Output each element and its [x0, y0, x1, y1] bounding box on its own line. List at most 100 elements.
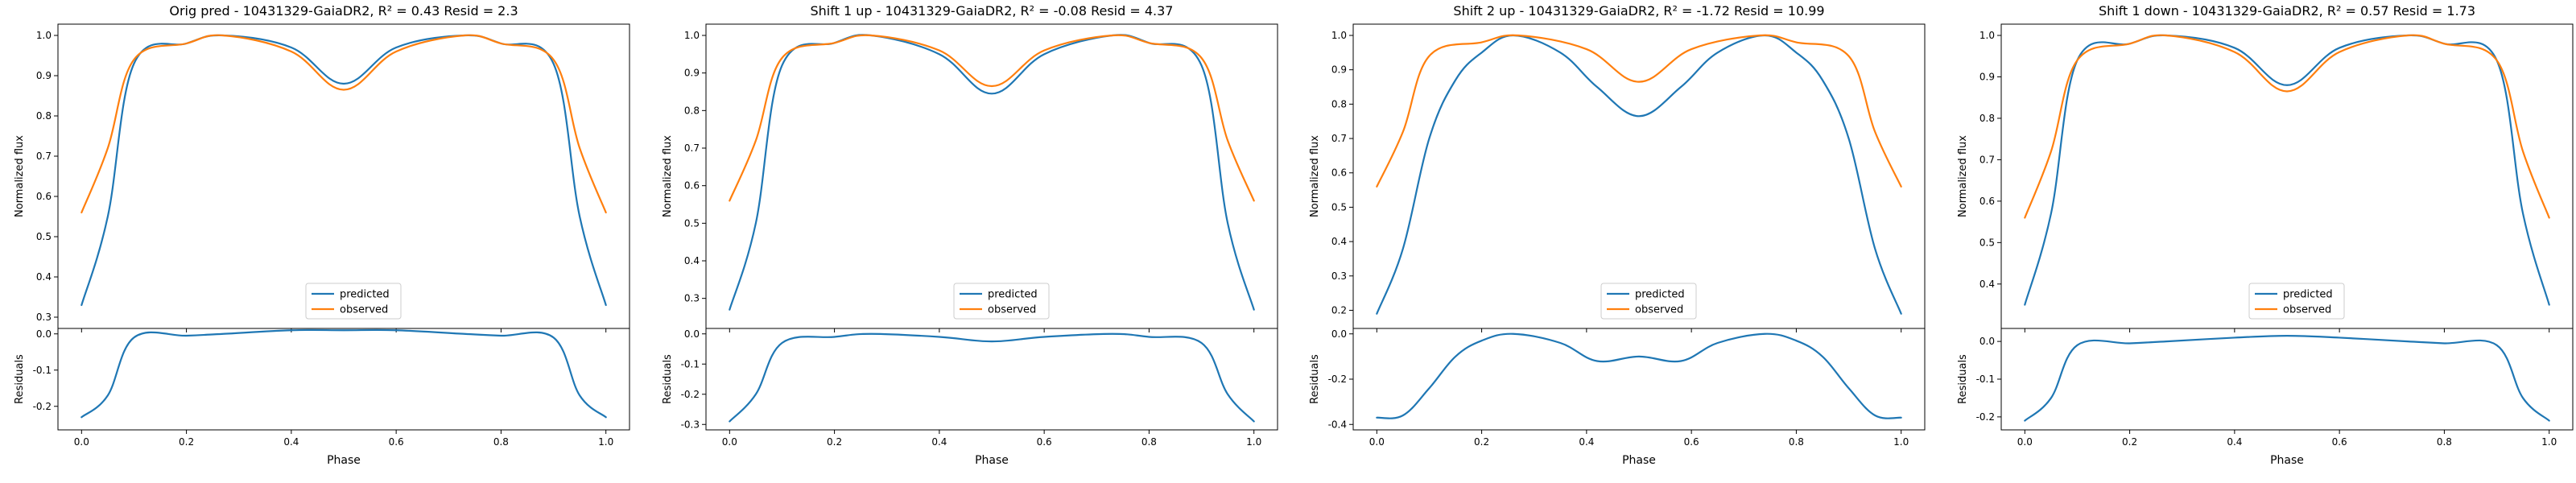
x-tick-label: 0.4 — [2227, 436, 2242, 448]
series-line-observed — [1376, 34, 1902, 188]
residual-y-tick-label: 0.0 — [1979, 336, 1995, 347]
y-tick-label: 1.0 — [36, 30, 52, 41]
chart-panel-3: Shift 2 up - 10431329-GaiaDR2, R² = -1.7… — [1309, 3, 1926, 467]
residuals-axis-label: Residuals — [662, 354, 674, 404]
y-tick-label: 1.0 — [1979, 30, 1995, 41]
x-tick-label: 1.0 — [1246, 436, 1261, 448]
chart-panel-1: Orig pred - 10431329-GaiaDR2, R² = 0.43 … — [14, 3, 630, 467]
y-tick-label: 0.7 — [1331, 133, 1347, 144]
y-tick-label: 0.8 — [36, 110, 52, 122]
y-tick-label: 0.4 — [1331, 236, 1347, 247]
y-axis-label: Normalized flux — [14, 135, 26, 217]
residual-y-tick-label: 0.0 — [36, 328, 52, 340]
x-tick-label: 0.8 — [1789, 436, 1804, 448]
y-axis-label: Normalized flux — [662, 135, 674, 217]
x-tick-label: 0.4 — [931, 436, 947, 448]
chart-title: Orig pred - 10431329-GaiaDR2, R² = 0.43 … — [169, 3, 518, 19]
y-tick-label: 0.8 — [1979, 113, 1995, 124]
y-axis-label: Normalized flux — [1309, 135, 1321, 217]
y-tick-label: 0.3 — [1331, 270, 1347, 282]
legend: predicted observed — [1600, 283, 1697, 320]
x-tick-label: 0.8 — [1141, 436, 1157, 448]
legend-label-predicted: predicted — [1635, 289, 1685, 301]
y-tick-label: 0.5 — [1331, 201, 1347, 213]
y-tick-label: 0.7 — [36, 151, 52, 162]
y-tick-label: 0.9 — [36, 70, 52, 81]
legend-label-observed: observed — [340, 304, 388, 316]
x-axis-label: Phase — [1622, 454, 1656, 467]
series-line-observed — [729, 34, 1255, 202]
series-line-predicted — [80, 34, 607, 307]
x-tick-label: 0.0 — [1369, 436, 1385, 448]
x-tick-label: 0.4 — [283, 436, 299, 448]
residual-line — [1376, 332, 1902, 419]
flux-axes-frame — [57, 23, 630, 329]
x-tick-label: 1.0 — [1893, 436, 1909, 448]
residual-y-tick-label: 0.0 — [684, 328, 700, 340]
residual-y-tick-label: -0.2 — [1328, 374, 1347, 385]
y-tick-label: 0.8 — [684, 105, 700, 116]
residual-line — [2024, 334, 2550, 422]
series-line-observed — [80, 34, 607, 214]
residual-axes-frame — [705, 328, 1278, 431]
x-tick-label: 0.0 — [2017, 436, 2033, 448]
x-tick-label: 0.0 — [722, 436, 737, 448]
x-tick-label: 0.6 — [2332, 436, 2347, 448]
y-tick-label: 0.6 — [1979, 196, 1995, 207]
chart-panel-2: Shift 1 up - 10431329-GaiaDR2, R² = -0.0… — [662, 3, 1278, 467]
residual-y-tick-label: -0.2 — [33, 401, 52, 412]
legend-label-predicted: predicted — [2283, 289, 2333, 301]
y-axis-label: Normalized flux — [1957, 135, 1969, 217]
x-tick-label: 0.6 — [1684, 436, 1699, 448]
flux-axes-frame — [1352, 23, 1926, 329]
y-tick-label: 0.2 — [1331, 304, 1347, 316]
y-tick-label: 0.5 — [1979, 237, 1995, 248]
legend: predicted observed — [2248, 283, 2345, 320]
x-tick-label: 1.0 — [598, 436, 613, 448]
chart-title: Shift 1 up - 10431329-GaiaDR2, R² = -0.0… — [811, 3, 1174, 19]
x-axis-label: Phase — [327, 454, 361, 467]
chart-panel-4: Shift 1 down - 10431329-GaiaDR2, R² = 0.… — [1957, 3, 2574, 467]
y-tick-label: 0.8 — [1331, 98, 1347, 109]
residual-line — [729, 332, 1255, 423]
residual-y-tick-label: 0.0 — [1331, 328, 1347, 340]
y-tick-label: 0.3 — [684, 293, 700, 304]
y-tick-label: 0.4 — [1979, 279, 1995, 290]
residual-y-tick-label: -0.2 — [681, 389, 700, 400]
y-tick-label: 0.6 — [684, 180, 700, 192]
chart-title: Shift 1 down - 10431329-GaiaDR2, R² = 0.… — [2099, 3, 2475, 19]
y-tick-label: 0.9 — [684, 68, 700, 79]
residual-y-tick-label: -0.3 — [681, 419, 700, 430]
residual-axes-frame — [57, 328, 630, 431]
residuals-axis-label: Residuals — [1309, 354, 1321, 404]
y-tick-label: 0.5 — [684, 217, 700, 229]
y-tick-label: 0.9 — [1331, 64, 1347, 76]
y-tick-label: 0.3 — [36, 312, 52, 323]
y-tick-label: 0.7 — [684, 142, 700, 154]
chart-title: Shift 2 up - 10431329-GaiaDR2, R² = -1.7… — [1453, 3, 1824, 19]
y-tick-label: 0.6 — [1331, 167, 1347, 179]
y-tick-label: 1.0 — [1331, 30, 1347, 41]
series-line-predicted — [2024, 34, 2550, 306]
y-tick-label: 0.9 — [1979, 71, 1995, 82]
x-tick-label: 0.2 — [1474, 436, 1489, 448]
flux-axes-frame — [705, 23, 1278, 329]
x-tick-label: 1.0 — [2541, 436, 2557, 448]
x-tick-label: 0.8 — [2437, 436, 2452, 448]
series-line-predicted — [1376, 34, 1902, 315]
x-tick-label: 0.2 — [179, 436, 194, 448]
series-line-observed — [2024, 34, 2550, 219]
legend-label-observed: observed — [2283, 304, 2331, 316]
legend-label-predicted: predicted — [340, 289, 390, 301]
residuals-axis-label: Residuals — [14, 354, 26, 404]
residual-y-tick-label: -0.1 — [1976, 374, 1995, 385]
x-tick-label: 0.2 — [2122, 436, 2137, 448]
residual-axes-frame — [2000, 328, 2574, 431]
y-tick-label: 0.6 — [36, 191, 52, 202]
residual-y-tick-label: -0.1 — [33, 365, 52, 376]
residual-y-tick-label: -0.1 — [681, 358, 700, 369]
legend-label-observed: observed — [988, 304, 1036, 316]
flux-axes-frame — [2000, 23, 2574, 329]
legend: predicted observed — [953, 283, 1050, 320]
